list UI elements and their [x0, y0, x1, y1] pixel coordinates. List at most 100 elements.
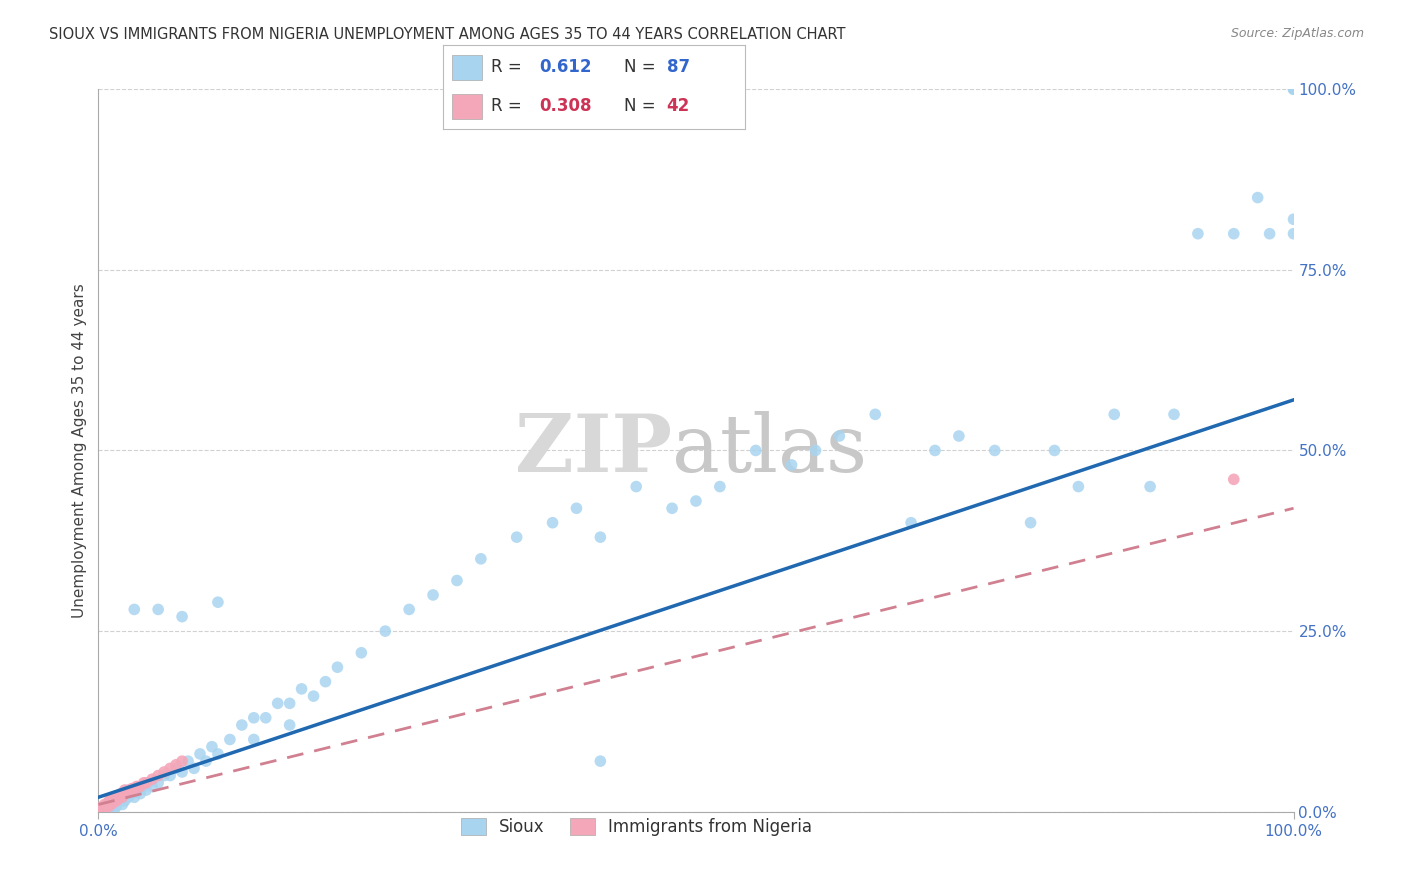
Point [207, 747, 229, 761]
Point [101, 794, 124, 808]
Point [661, 501, 683, 516]
Point [1282, 212, 1305, 227]
Point [97, 797, 120, 812]
Point [1282, 82, 1305, 96]
Point [278, 718, 301, 732]
Point [96, 799, 118, 814]
Point [183, 761, 205, 775]
Point [1282, 82, 1305, 96]
Point [89, 801, 111, 815]
Point [1187, 227, 1209, 241]
Point [541, 516, 564, 530]
Point [745, 443, 768, 458]
Point [110, 787, 132, 801]
FancyBboxPatch shape [451, 54, 482, 80]
Point [117, 783, 139, 797]
Point [98, 797, 122, 812]
Text: N =: N = [624, 59, 655, 77]
Point [1104, 407, 1126, 421]
Point [207, 595, 229, 609]
Point [105, 790, 128, 805]
Point [422, 588, 444, 602]
Point [135, 783, 157, 797]
Point [374, 624, 396, 639]
Point [278, 696, 301, 710]
Point [267, 696, 290, 710]
Point [111, 797, 134, 812]
Point [302, 689, 325, 703]
Point [589, 530, 612, 544]
Point [138, 776, 160, 790]
Point [1258, 227, 1281, 241]
Point [108, 789, 131, 803]
Y-axis label: Unemployment Among Ages 35 to 44 years: Unemployment Among Ages 35 to 44 years [72, 283, 87, 618]
Point [91, 801, 114, 815]
Point [709, 480, 731, 494]
Point [98, 799, 121, 814]
Point [153, 764, 176, 779]
Point [129, 787, 152, 801]
Point [188, 747, 211, 761]
Point [231, 718, 253, 732]
Point [141, 772, 163, 787]
Point [124, 790, 146, 805]
Point [117, 784, 139, 798]
Point [98, 801, 122, 815]
Point [1282, 227, 1305, 241]
Point [172, 754, 194, 768]
Point [93, 797, 115, 812]
Point [107, 791, 129, 805]
Point [780, 458, 803, 472]
Point [924, 443, 946, 458]
Point [93, 799, 115, 814]
Point [172, 764, 194, 779]
Point [94, 801, 117, 815]
Point [470, 551, 492, 566]
Point [97, 797, 120, 812]
Point [107, 790, 129, 805]
Point [108, 794, 131, 808]
Point [153, 769, 176, 783]
Point [101, 796, 124, 810]
Point [93, 801, 115, 815]
Point [398, 602, 420, 616]
Point [121, 781, 143, 796]
Point [326, 660, 349, 674]
Point [121, 787, 143, 801]
Point [124, 602, 146, 616]
Point [165, 761, 187, 775]
Point [804, 443, 827, 458]
Point [141, 780, 163, 794]
Point [105, 794, 128, 808]
Point [565, 501, 588, 516]
Point [132, 776, 155, 790]
Point [172, 609, 194, 624]
Text: 0.612: 0.612 [540, 59, 592, 77]
Point [111, 790, 134, 805]
Point [98, 794, 121, 808]
Point [129, 780, 152, 794]
Text: 42: 42 [666, 97, 690, 115]
Point [177, 754, 200, 768]
Point [103, 794, 125, 808]
Point [97, 796, 120, 810]
Point [105, 790, 128, 805]
Point [125, 780, 148, 794]
Text: N =: N = [624, 97, 655, 115]
Text: R =: R = [491, 59, 522, 77]
Point [1067, 480, 1090, 494]
Point [446, 574, 468, 588]
Point [291, 681, 314, 696]
Point [219, 732, 242, 747]
Point [350, 646, 373, 660]
Point [159, 769, 181, 783]
Point [96, 797, 118, 812]
Point [201, 739, 224, 754]
Text: ZIP: ZIP [515, 411, 672, 490]
Point [865, 407, 887, 421]
Text: atlas: atlas [672, 411, 868, 490]
Point [984, 443, 1007, 458]
Point [1163, 407, 1185, 421]
Point [685, 494, 707, 508]
Point [111, 790, 134, 805]
